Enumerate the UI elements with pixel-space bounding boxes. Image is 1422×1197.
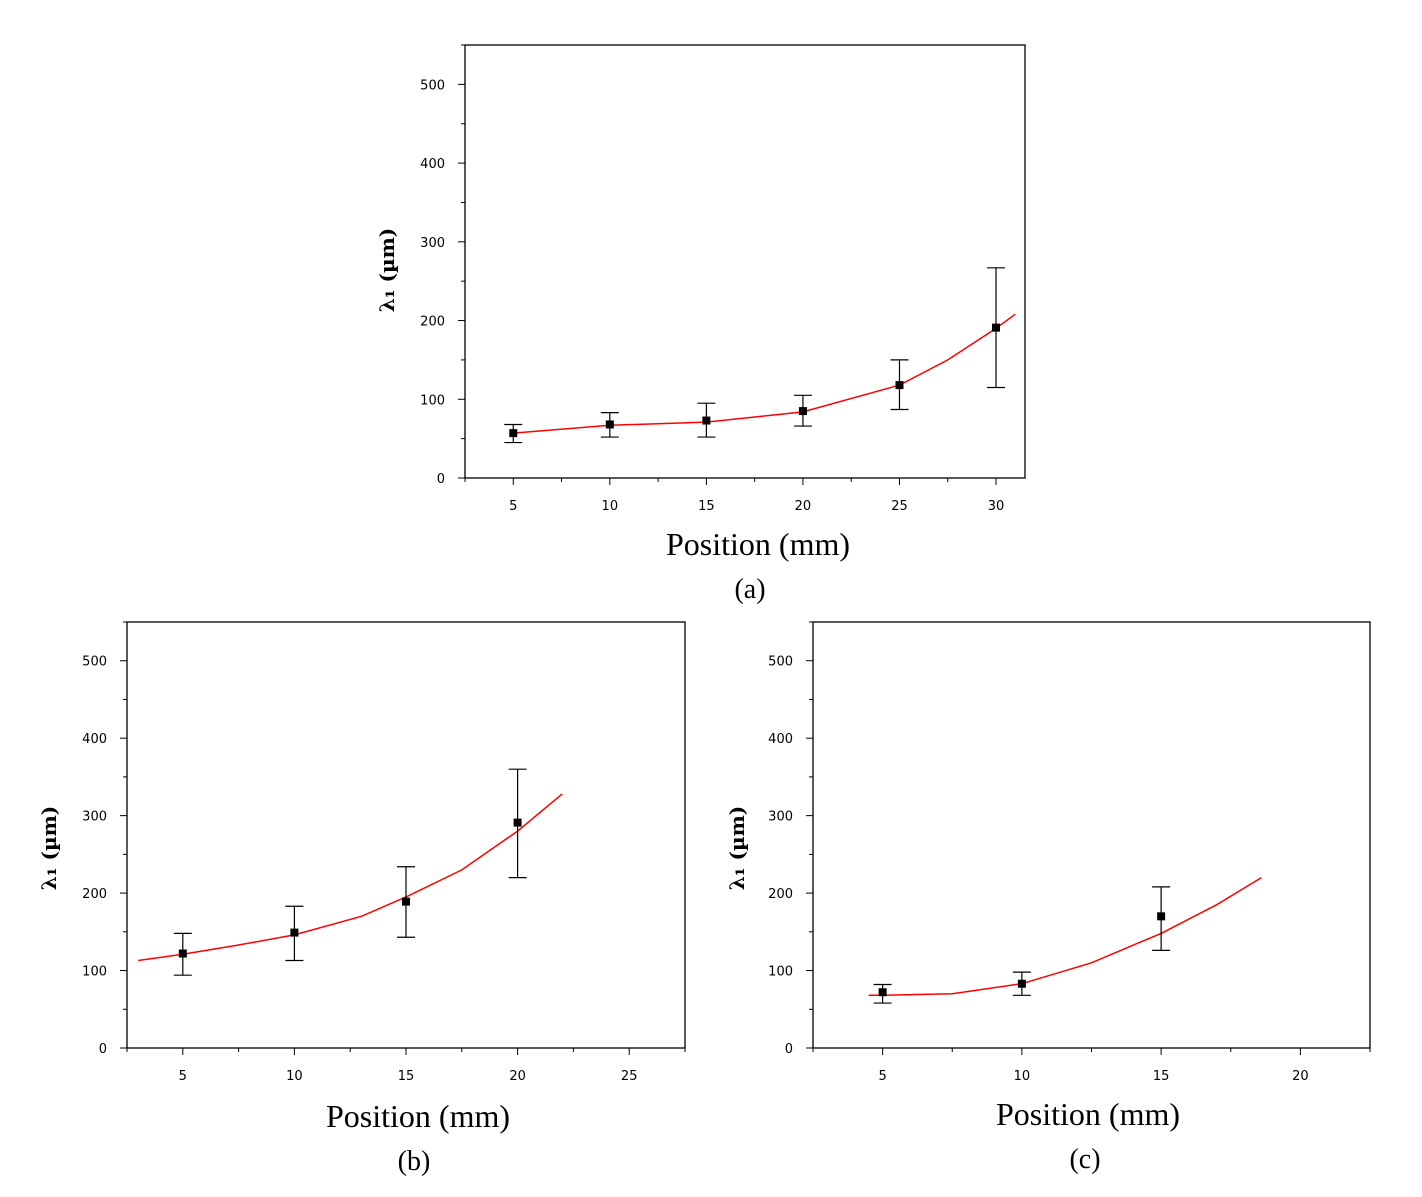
data-point — [702, 416, 711, 425]
x-axis-title: Position (mm) — [996, 1096, 1180, 1132]
data-point — [798, 407, 807, 416]
x-axis-title: Position (mm) — [666, 526, 850, 562]
x-tick-label: 10 — [602, 499, 619, 514]
y-axis-title: λ₁ (µm) — [725, 806, 749, 890]
y-tick-label: 500 — [420, 78, 445, 93]
plot-frame — [812, 621, 1371, 1049]
data-point — [513, 818, 522, 827]
y-tick-label: 200 — [420, 315, 445, 330]
x-tick-label: 5 — [179, 1069, 187, 1084]
y-tick-label: 500 — [768, 655, 793, 670]
x-tick-label: 25 — [621, 1069, 638, 1084]
panel-c: 0 100 200 300 400 500 5 10 15 20 Position (mm) λ₁ (… — [725, 621, 1371, 1175]
x-tick-label: 15 — [398, 1069, 415, 1084]
y-tick-label: 300 — [768, 810, 793, 825]
data-point — [1157, 912, 1166, 921]
x-tick-label: 20 — [1292, 1069, 1309, 1084]
data-point — [992, 323, 1001, 332]
panel-label: (a) — [734, 574, 765, 605]
y-tick-label: 100 — [82, 965, 107, 980]
data-point — [290, 928, 299, 937]
x-tick-label: 5 — [509, 499, 517, 514]
panel-label: (c) — [1069, 1144, 1100, 1175]
x-tick-label: 25 — [891, 499, 908, 514]
y-axis-title: λ₁ (µm) — [375, 228, 399, 312]
data-point — [1017, 979, 1026, 988]
x-tick-label: 15 — [1153, 1069, 1170, 1084]
y-tick-label: 300 — [420, 236, 445, 251]
data-point — [178, 949, 187, 958]
y-tick-label: 100 — [768, 965, 793, 980]
data-point — [878, 988, 887, 997]
y-tick-label: 400 — [768, 732, 793, 747]
plot-frame — [126, 621, 686, 1049]
plot-frame — [464, 44, 1026, 479]
y-tick-label: 100 — [420, 393, 445, 408]
y-tick-label: 0 — [785, 1042, 793, 1057]
y-tick-label: 500 — [82, 655, 107, 670]
x-tick-label: 20 — [795, 499, 812, 514]
fit-curve — [138, 793, 563, 962]
y-tick-label: 300 — [82, 810, 107, 825]
y-tick-label: 200 — [768, 887, 793, 902]
x-axis-title: Position (mm) — [326, 1098, 510, 1134]
fit-curve — [868, 876, 1262, 997]
x-tick-label: 10 — [286, 1069, 303, 1084]
panel-a: 0 100 200 300 400 500 5 10 15 20 25 30 Position (mm)… — [375, 44, 1026, 605]
data-point — [895, 381, 904, 390]
x-tick-label: 10 — [1014, 1069, 1031, 1084]
x-tick-label: 5 — [878, 1069, 886, 1084]
y-tick-label: 400 — [82, 732, 107, 747]
y-tick-label: 0 — [99, 1042, 107, 1057]
x-tick-label: 30 — [988, 499, 1005, 514]
x-tick-label: 15 — [698, 499, 715, 514]
y-tick-label: 400 — [420, 157, 445, 172]
x-tick-label: 20 — [509, 1069, 526, 1084]
data-point — [402, 897, 410, 906]
fit-curve — [513, 313, 1016, 434]
data-point — [605, 420, 614, 429]
panel-b: 0 100 200 300 400 500 5 10 15 20 25 Position (mm) λ₁… — [37, 621, 686, 1177]
y-tick-label: 0 — [437, 472, 445, 487]
data-point — [509, 429, 518, 438]
y-axis-title: λ₁ (µm) — [37, 806, 61, 890]
panel-label: (b) — [398, 1146, 431, 1177]
y-tick-label: 200 — [82, 887, 107, 902]
